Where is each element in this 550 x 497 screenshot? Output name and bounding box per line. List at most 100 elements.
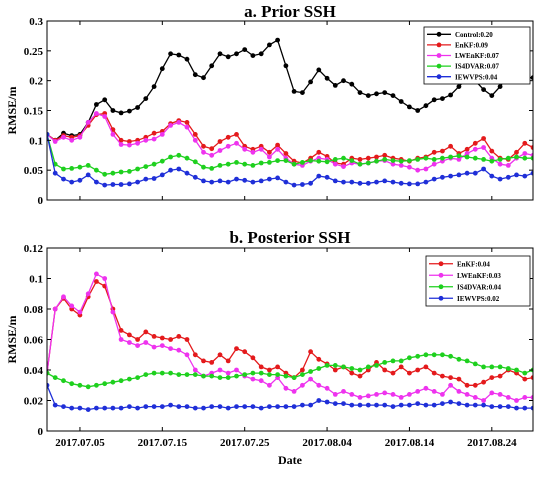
data-point [234,346,239,351]
data-point [415,353,421,359]
legend-label: LWEnKF:0.03 [457,272,501,280]
data-point [77,164,83,170]
data-point [184,56,190,62]
data-point [275,175,280,181]
data-point [275,146,280,152]
data-point [275,142,280,148]
data-point [300,402,305,408]
data-point [52,375,58,380]
data-point [168,346,174,351]
data-point [324,159,330,165]
data-point [118,142,124,147]
data-point [94,167,99,173]
data-point [168,123,174,128]
data-point [275,364,280,370]
data-point [481,166,486,172]
data-point [242,404,248,409]
data-point [374,154,379,160]
data-point [308,369,313,374]
data-point [497,373,503,379]
data-point [275,372,280,377]
data-point [390,161,396,167]
data-point [332,157,338,162]
data-point [291,389,297,394]
data-point [102,405,108,411]
data-point [448,382,453,388]
data-point [440,155,445,161]
data-point [283,179,289,185]
data-point [374,91,379,97]
data-point [201,164,206,170]
data-point [234,51,239,57]
data-point [481,364,486,370]
data-point [126,139,132,144]
legend-marker [436,42,442,48]
data-point [423,385,429,391]
data-point [440,148,445,154]
data-point [201,178,206,184]
data-point [456,84,462,89]
data-point [258,160,264,166]
data-point [201,149,206,155]
data-point [184,372,190,377]
data-point [267,382,272,388]
data-point [159,66,165,72]
data-point [505,174,511,180]
legend-marker [436,74,442,80]
data-point [258,378,264,384]
data-point [407,370,412,376]
data-point [300,182,305,187]
data-point [275,158,280,164]
data-point [225,405,231,411]
data-point [168,402,174,408]
y-tick-label: 0.06 [24,335,44,347]
data-point [464,392,470,397]
data-point [324,174,330,180]
data-point [118,110,124,116]
data-point [464,151,470,156]
data-point [472,402,478,408]
data-point [415,157,421,162]
data-point [135,343,141,348]
data-point [184,155,190,161]
data-point [365,160,371,166]
data-point [431,370,437,376]
data-point [300,160,305,165]
data-point [52,139,58,144]
data-point [61,176,66,182]
data-point [217,148,223,153]
data-point [390,158,396,164]
data-point [316,398,322,403]
data-point [69,405,75,411]
chart-title: b. Posterior SSH [229,228,350,247]
data-point [143,164,149,170]
data-point [382,178,388,184]
data-point [250,376,256,382]
data-point [250,53,256,58]
data-point [85,384,91,390]
data-point [258,51,264,57]
legend-label: IEWVPS:0.04 [455,73,498,81]
data-point [448,399,453,405]
data-point [135,140,141,146]
data-point [110,132,116,137]
data-point [472,146,478,152]
data-point [522,151,528,156]
data-point [258,405,264,411]
data-point [505,163,511,168]
data-point [61,404,66,409]
data-point [415,167,421,173]
x-tick-label: 2017.07.25 [220,437,270,449]
data-point [365,364,371,370]
data-point [52,306,58,312]
data-point [300,372,305,377]
data-point [497,176,503,182]
data-point [374,158,379,164]
data-point [530,375,533,380]
data-point [464,146,470,152]
data-point [217,352,223,358]
data-point [126,142,132,148]
data-point [522,405,528,411]
data-point [365,93,371,98]
data-point [151,176,157,181]
